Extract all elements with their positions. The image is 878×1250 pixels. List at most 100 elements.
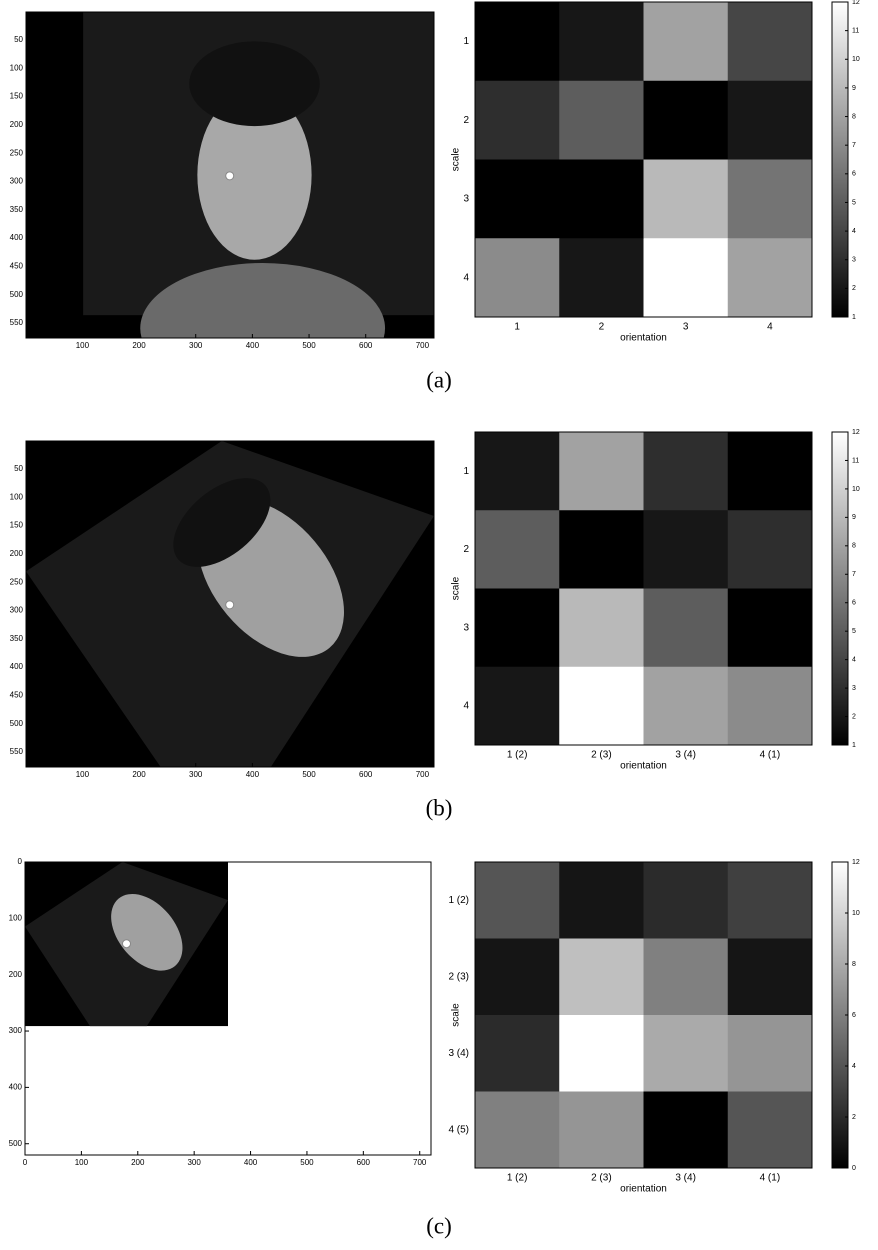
x-tick-label: 600	[359, 770, 373, 779]
heatmap-cell	[644, 2, 729, 81]
y-tick-label: 100	[10, 63, 24, 72]
figure: 1002003004005006007005010015020025030035…	[0, 0, 878, 1245]
heatmap-cell	[475, 432, 560, 511]
x-tick-label: 1 (2)	[507, 750, 528, 761]
x-tick-label: 500	[300, 1158, 314, 1167]
y-tick-label: 300	[9, 1026, 23, 1035]
heatmap-cell	[475, 238, 560, 317]
caption: (a)	[426, 367, 452, 392]
y-tick-label: 550	[10, 747, 24, 756]
caption: (c)	[426, 1213, 452, 1238]
x-tick-label: 200	[132, 341, 146, 350]
heatmap-cell	[475, 862, 560, 939]
x-tick-label: 1 (2)	[507, 1173, 528, 1184]
heatmap-cell	[559, 939, 644, 1016]
heatmap-cell	[728, 1015, 813, 1092]
y-axis-label: scale	[451, 576, 462, 600]
colorbar-tick-label: 2	[852, 285, 856, 292]
colorbar-tick-label: 2	[852, 1114, 856, 1121]
colorbar-tick-label: 9	[852, 85, 856, 92]
colorbar-tick-label: 1	[852, 314, 856, 321]
x-tick-label: 0	[23, 1158, 28, 1167]
keypoint	[226, 601, 234, 609]
x-tick-label: 700	[416, 341, 430, 350]
y-tick-label: 4 (5)	[448, 1124, 469, 1135]
x-tick-label: 600	[359, 341, 373, 350]
colorbar	[832, 2, 848, 317]
heatmap-cell	[644, 1092, 729, 1169]
heatmap-cell	[559, 1015, 644, 1092]
x-tick-label: 2	[599, 322, 605, 333]
x-tick-label: 200	[132, 770, 146, 779]
heatmap-cell	[559, 1092, 644, 1169]
x-tick-label: 4 (1)	[760, 1173, 781, 1184]
x-tick-label: 600	[357, 1158, 371, 1167]
y-tick-label: 150	[10, 92, 24, 101]
y-tick-label: 100	[10, 492, 24, 501]
photo	[25, 862, 431, 1155]
y-tick-label: 450	[10, 691, 24, 700]
colorbar-tick-label: 4	[852, 228, 856, 235]
colorbar-tick-label: 12	[852, 429, 860, 436]
x-axis-label: orientation	[620, 761, 667, 772]
y-tick-label: 1	[463, 466, 469, 477]
y-tick-label: 550	[10, 318, 24, 327]
y-tick-label: 4	[463, 272, 469, 283]
colorbar-tick-label: 10	[852, 910, 860, 917]
colorbar-tick-label: 8	[852, 543, 856, 550]
x-axis-label: orientation	[620, 1184, 667, 1195]
heatmap-cell	[559, 2, 644, 81]
colorbar-tick-label: 3	[852, 257, 856, 264]
y-tick-label: 1	[463, 36, 469, 47]
x-tick-label: 400	[246, 770, 260, 779]
x-tick-label: 200	[131, 1158, 145, 1167]
heatmap-cell	[475, 589, 560, 668]
heatmap-cell	[475, 160, 560, 239]
heatmap-cell	[644, 432, 729, 511]
y-tick-label: 2	[463, 544, 469, 555]
x-tick-label: 500	[302, 770, 316, 779]
heatmap-cell	[728, 81, 813, 160]
x-tick-label: 3	[683, 322, 689, 333]
x-tick-label: 2 (3)	[591, 1173, 612, 1184]
colorbar-tick-label: 9	[852, 514, 856, 521]
y-tick-label: 400	[9, 1082, 23, 1091]
heatmap-cell	[559, 862, 644, 939]
y-tick-label: 0	[18, 857, 23, 866]
y-tick-label: 350	[10, 634, 24, 643]
y-tick-label: 4	[463, 701, 469, 712]
y-tick-label: 200	[9, 970, 23, 979]
y-tick-label: 450	[10, 262, 24, 271]
heatmap-cell	[559, 432, 644, 511]
x-tick-label: 100	[76, 341, 90, 350]
y-tick-label: 250	[10, 148, 24, 157]
heatmap-cell	[644, 160, 729, 239]
x-tick-label: 300	[189, 770, 203, 779]
x-tick-label: 700	[413, 1158, 427, 1167]
y-tick-label: 3	[463, 622, 469, 633]
keypoint	[123, 940, 131, 948]
heatmap-cell	[644, 667, 729, 746]
heatmap-cell	[559, 667, 644, 746]
y-tick-label: 300	[10, 606, 24, 615]
heatmap-cell	[728, 667, 813, 746]
heatmap-cell	[475, 510, 560, 589]
heatmap-cell	[644, 862, 729, 939]
y-tick-label: 1 (2)	[448, 895, 469, 906]
x-tick-label: 500	[302, 341, 316, 350]
heatmap-cell	[644, 589, 729, 668]
heatmap-cell	[559, 238, 644, 317]
keypoint	[226, 172, 234, 180]
colorbar-tick-label: 5	[852, 199, 856, 206]
heatmap-cell	[728, 939, 813, 1016]
heatmap-cell	[728, 160, 813, 239]
heatmap-cell	[728, 589, 813, 668]
photo	[26, 12, 434, 393]
x-tick-label: 400	[246, 341, 260, 350]
x-tick-label: 400	[244, 1158, 258, 1167]
heatmap-cell	[644, 81, 729, 160]
colorbar-tick-label: 1	[852, 742, 856, 749]
heatmap-cell	[559, 589, 644, 668]
heatmap-cell	[728, 1092, 813, 1169]
colorbar-tick-label: 10	[852, 486, 860, 493]
